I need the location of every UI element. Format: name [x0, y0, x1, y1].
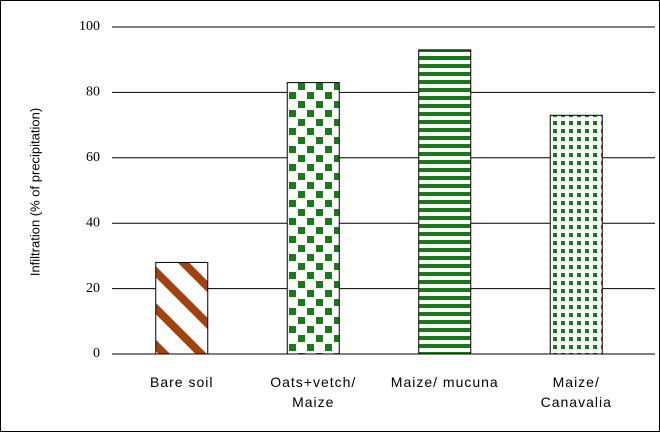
x-tick-label: Oats+vetch/ Maize	[270, 374, 357, 410]
bar	[549, 114, 603, 355]
y-tick-label: 100	[79, 19, 100, 34]
bar	[155, 261, 209, 355]
y-axis-label: Infiltration (% of precipitation)	[27, 108, 42, 276]
x-tick-label: Bare soil	[150, 374, 214, 390]
y-tick-label: 20	[86, 281, 100, 296]
y-tick-label: 80	[86, 85, 100, 100]
x-tick-label: Maize/ mucuna	[390, 374, 499, 390]
y-tick-label: 60	[86, 150, 100, 165]
y-tick-label: 40	[86, 215, 100, 230]
bar	[286, 82, 340, 355]
x-tick-label: Maize/ Canavalia	[540, 374, 612, 410]
y-tick-label: 0	[93, 346, 100, 361]
bar	[418, 49, 472, 355]
